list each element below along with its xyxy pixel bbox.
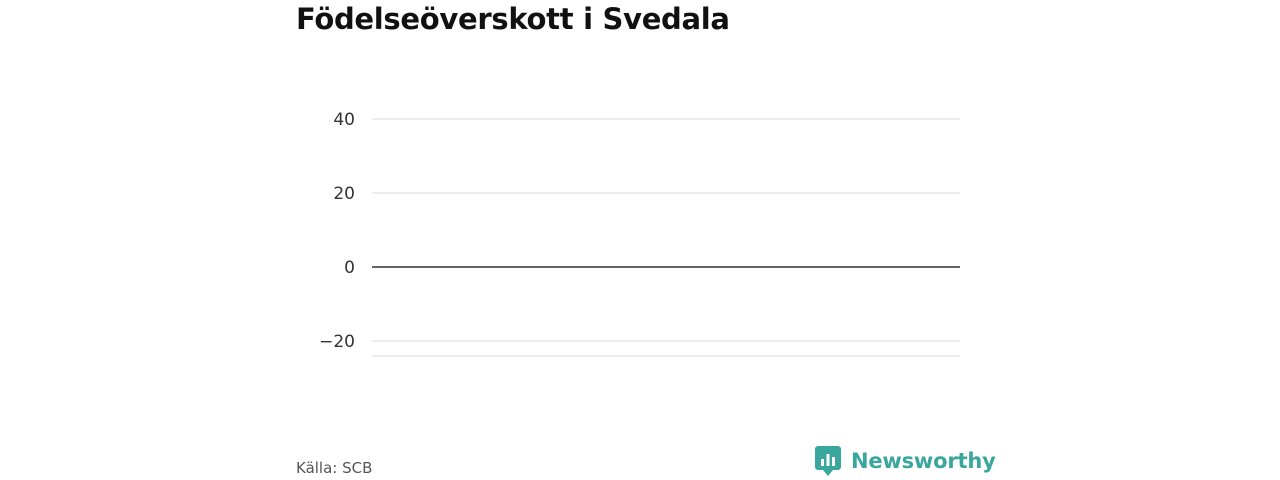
y-tick-label: 40 [333,110,355,130]
brand-name: Newsworthy [851,449,996,473]
brand-logo: Newsworthy [815,445,996,477]
chart-title: Födelseöverskott i Svedala [296,2,730,36]
newsworthy-logo-icon [815,446,841,476]
y-tick-label: −20 [319,332,355,352]
source-label: Källa: SCB [296,459,373,477]
bar-chart: −2002040200020052010201520202025 [319,110,960,357]
y-tick-label: 20 [333,184,355,204]
y-tick-label: 0 [344,258,355,278]
axes: −2002040200020052010201520202025 [319,110,960,357]
gridlines [372,118,960,342]
